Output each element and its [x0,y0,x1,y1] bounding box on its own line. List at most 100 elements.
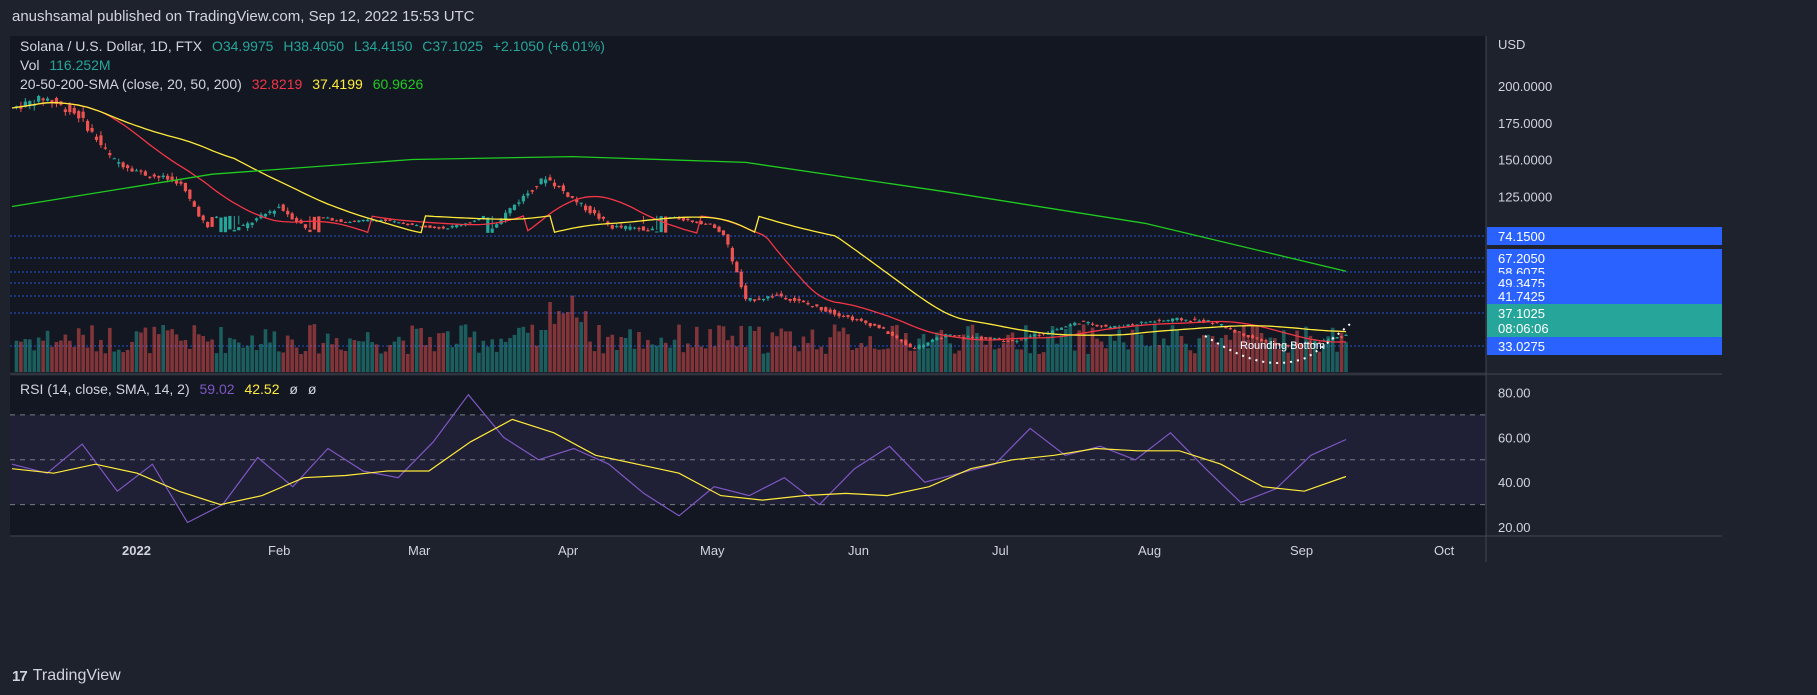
volume-bar [32,350,37,372]
volume-bar [815,349,819,372]
candle-body [1188,321,1192,323]
candle-body [388,219,392,221]
volume-bar [543,329,548,372]
tradingview-logo-icon: 17 [12,667,28,685]
volume-bar [183,339,188,372]
level-box [1487,227,1722,245]
candle-body [615,226,619,228]
candle-body [752,299,757,301]
volume-bar [81,334,85,372]
rounding-bottom-curve [1204,323,1351,365]
volume-bar [1179,336,1184,372]
volume-bar [917,338,921,372]
rsi-na-2: ø [307,381,317,397]
candle-body [708,223,712,225]
candle-body [881,327,886,329]
volume-bar [921,334,926,372]
volume-bar [877,349,881,372]
candle-body [361,219,365,222]
volume-bar [806,343,810,372]
candle-body [108,153,112,156]
volume-bar [299,353,303,372]
candle-body [406,223,410,226]
candle-body [1264,340,1268,342]
volume-bar [890,325,895,372]
candle-body [1157,319,1161,321]
candle-body [1002,340,1006,342]
volume-bar [428,337,432,372]
chart-svg[interactable]: USD 200.0000 175.0000 150.0000 125.0000 74.15… [10,36,1722,653]
candle-body [152,174,156,177]
volume-bar [574,317,579,372]
volume-bar [1250,325,1255,372]
price-tick: 150.0000 [1498,153,1552,168]
time-label: Apr [558,543,579,558]
candle-body [437,227,441,229]
volume-bar [761,353,766,372]
footer-brand[interactable]: 17 TradingView [12,667,121,685]
volume-bar [352,340,357,372]
rsi-na-1: ø [289,381,298,397]
volume-bar [935,332,939,372]
volume-bar [672,339,677,372]
volume-bar [1268,337,1273,372]
volume-bar [1321,343,1326,372]
volume-bar [548,302,552,372]
volume-bar [868,336,873,372]
candle-body [428,225,432,228]
candle-body [468,222,472,224]
volume-bar [1281,330,1286,372]
candle-body [521,195,525,202]
volume-bar [939,330,944,372]
candle-body [441,226,445,229]
volume-bar [997,348,1001,372]
candle-body [85,120,90,131]
candle-body [508,208,512,214]
volume-bar [1015,349,1019,372]
candle-body [166,175,170,180]
volume-bar [290,339,294,372]
candle-body [624,226,628,229]
candle-body [1135,324,1139,326]
candle-body [1019,339,1023,341]
volume-bar [268,342,272,372]
candle-body [655,231,659,233]
candle-body [1246,335,1250,338]
volume-bar [739,325,744,372]
candle-body [517,202,521,204]
candle-body [1104,324,1108,327]
volume-bar [14,340,19,372]
volume-bar [1024,325,1028,372]
volume-bar [1099,341,1104,372]
volume-bar [334,338,339,372]
rsi-tick: 60.00 [1498,430,1531,445]
candle-body [761,298,766,301]
candle-body [197,206,201,217]
volume-bar [405,353,410,372]
candle-body [592,209,597,214]
volume-bar [125,349,130,372]
time-label: Aug [1138,543,1161,558]
volume-bar [619,337,623,372]
candle-body [459,224,463,226]
candle-body [1042,333,1046,335]
volume-bar [1210,336,1215,372]
time-label: Mar [408,543,431,558]
volume-bar [801,336,806,372]
volume-bar [401,340,406,372]
candle-body [828,309,832,313]
volume-bar [463,324,468,372]
candle-body [575,199,579,203]
volume-bar [23,339,28,372]
candle-body [455,225,459,228]
volume-bar [277,351,281,372]
volume-bar [330,344,334,372]
volume-bar [45,330,50,372]
volume-bar [592,351,597,372]
volume-bar [1068,325,1073,372]
volume-bar [263,329,268,372]
candle-body [628,226,632,230]
volume-bar [272,331,277,372]
volume-bar [1241,324,1246,372]
candle-body [383,219,388,221]
